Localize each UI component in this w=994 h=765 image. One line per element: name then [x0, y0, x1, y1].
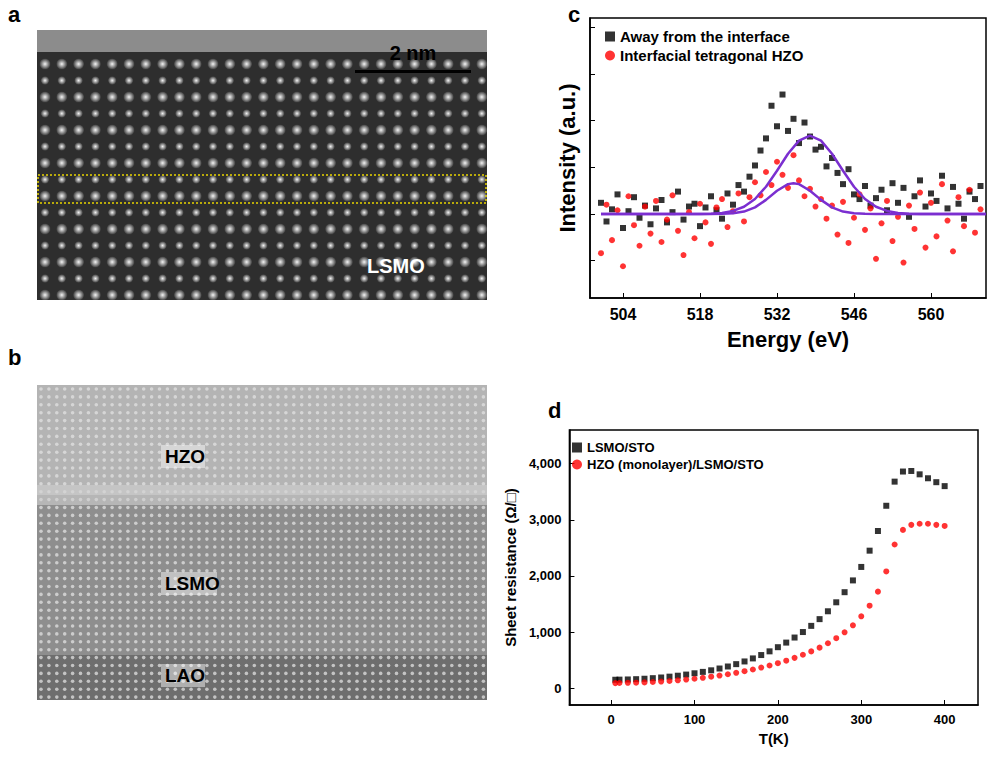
svg-text:LAO: LAO: [165, 665, 205, 686]
svg-text:532: 532: [764, 306, 791, 323]
svg-text:3,000: 3,000: [529, 512, 562, 527]
svg-text:T(K): T(K): [759, 730, 789, 747]
svg-text:300: 300: [850, 712, 872, 727]
svg-text:0: 0: [554, 681, 561, 696]
svg-text:560: 560: [918, 306, 945, 323]
svg-text:Interfacial tetragonal HZO: Interfacial tetragonal HZO: [620, 47, 804, 64]
svg-text:1,000: 1,000: [529, 625, 562, 640]
svg-text:Energy (eV): Energy (eV): [727, 327, 849, 352]
svg-text:HZO (monolayer)/LSMO/STO: HZO (monolayer)/LSMO/STO: [587, 457, 764, 472]
svg-text:504: 504: [610, 306, 637, 323]
svg-text:2,000: 2,000: [529, 568, 562, 583]
svg-text:200: 200: [767, 712, 789, 727]
svg-text:2 nm: 2 nm: [390, 42, 437, 64]
html-text:c: c: [568, 2, 581, 27]
svg-text:LSMO: LSMO: [165, 573, 220, 594]
html-text:a: a: [8, 2, 21, 27]
html-text:d: d: [548, 398, 562, 423]
svg-text:LSMO: LSMO: [367, 255, 425, 277]
svg-text:Away from the interface: Away from the interface: [620, 28, 790, 45]
svg-text:LSMO/STO: LSMO/STO: [587, 440, 655, 455]
svg-text:400: 400: [934, 712, 956, 727]
svg-text:518: 518: [687, 306, 714, 323]
svg-text:Intensity (a.u.): Intensity (a.u.): [555, 83, 580, 232]
svg-text:546: 546: [841, 306, 868, 323]
svg-text:100: 100: [684, 712, 706, 727]
html-text:b: b: [8, 345, 22, 370]
svg-text:HZO: HZO: [165, 446, 205, 467]
svg-text:Sheet resistance (Ω/□): Sheet resistance (Ω/□): [502, 488, 519, 647]
svg-text:0: 0: [608, 712, 615, 727]
svg-text:4,000: 4,000: [529, 456, 562, 471]
